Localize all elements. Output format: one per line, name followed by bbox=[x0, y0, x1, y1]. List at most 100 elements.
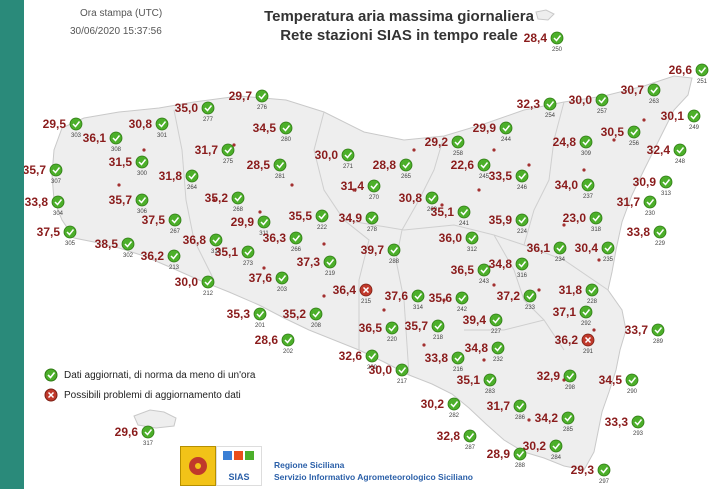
ok-station-icon[interactable] bbox=[365, 211, 379, 225]
station-marker[interactable]: 32,4 248 bbox=[647, 143, 687, 165]
ok-station-icon[interactable] bbox=[155, 117, 169, 131]
ok-station-icon[interactable] bbox=[550, 31, 564, 45]
ok-station-icon[interactable] bbox=[168, 213, 182, 227]
station-marker[interactable]: 22,6 245 bbox=[451, 158, 491, 180]
station-marker[interactable]: 34,5 280 bbox=[253, 121, 293, 143]
station-marker[interactable]: 31,7 230 bbox=[617, 195, 657, 217]
station-marker[interactable]: 35,1 283 bbox=[457, 373, 497, 395]
ok-station-icon[interactable] bbox=[253, 307, 267, 321]
station-marker[interactable]: 35,1 241 bbox=[431, 205, 471, 227]
ok-station-icon[interactable] bbox=[315, 209, 329, 223]
ok-station-icon[interactable] bbox=[651, 323, 665, 337]
station-marker[interactable]: 30,0 212 bbox=[175, 275, 215, 297]
station-marker[interactable]: 29,6 317 bbox=[115, 425, 155, 447]
ok-station-icon[interactable] bbox=[201, 101, 215, 115]
ok-station-icon[interactable] bbox=[477, 158, 491, 172]
station-marker[interactable]: 36,1 234 bbox=[527, 241, 567, 263]
station-marker[interactable]: 33,5 246 bbox=[489, 169, 529, 191]
ok-station-icon[interactable] bbox=[625, 373, 639, 387]
ok-station-icon[interactable] bbox=[695, 63, 709, 77]
station-marker[interactable]: 37,2 233 bbox=[497, 289, 537, 311]
ok-station-icon[interactable] bbox=[69, 117, 83, 131]
station-marker[interactable]: 34,5 290 bbox=[599, 373, 639, 395]
ok-station-icon[interactable] bbox=[201, 275, 215, 289]
ok-station-icon[interactable] bbox=[275, 271, 289, 285]
station-marker[interactable]: 30,4 235 bbox=[575, 241, 615, 263]
station-marker[interactable]: 29,7 276 bbox=[229, 89, 269, 111]
ok-station-icon[interactable] bbox=[209, 233, 223, 247]
station-marker[interactable]: 36,5 243 bbox=[451, 263, 491, 285]
ok-station-icon[interactable] bbox=[627, 125, 641, 139]
station-marker[interactable]: 35,9 224 bbox=[489, 213, 529, 235]
ok-station-icon[interactable] bbox=[513, 399, 527, 413]
station-marker[interactable]: 35,1 273 bbox=[215, 245, 255, 267]
station-marker[interactable]: 31,7 275 bbox=[195, 143, 235, 165]
ok-station-icon[interactable] bbox=[647, 83, 661, 97]
station-marker[interactable]: 30,8 301 bbox=[129, 117, 169, 139]
station-marker[interactable]: 32,6 209 bbox=[339, 349, 379, 371]
ok-station-icon[interactable] bbox=[585, 283, 599, 297]
station-marker[interactable]: 39,7 288 bbox=[361, 243, 401, 265]
ok-station-icon[interactable] bbox=[483, 373, 497, 387]
ok-station-icon[interactable] bbox=[323, 255, 337, 269]
ok-station-icon[interactable] bbox=[135, 155, 149, 169]
station-marker[interactable]: 34,2 285 bbox=[535, 411, 575, 433]
station-marker[interactable]: 29,9 311 bbox=[231, 215, 271, 237]
ok-station-icon[interactable] bbox=[477, 263, 491, 277]
station-marker[interactable]: 34,0 237 bbox=[555, 178, 595, 200]
station-marker[interactable]: 35,6 242 bbox=[429, 291, 469, 313]
station-marker[interactable]: 36,1 308 bbox=[83, 131, 123, 153]
ok-station-icon[interactable] bbox=[489, 313, 503, 327]
station-marker[interactable]: 39,4 227 bbox=[463, 313, 503, 335]
ok-station-icon[interactable] bbox=[515, 213, 529, 227]
ok-station-icon[interactable] bbox=[221, 143, 235, 157]
ok-station-icon[interactable] bbox=[341, 148, 355, 162]
ok-station-icon[interactable] bbox=[279, 121, 293, 135]
ok-station-icon[interactable] bbox=[185, 169, 199, 183]
station-marker[interactable]: 35,3 201 bbox=[227, 307, 267, 329]
station-marker[interactable]: 24,8 309 bbox=[553, 135, 593, 157]
ok-station-icon[interactable] bbox=[451, 135, 465, 149]
station-marker[interactable]: 28,5 281 bbox=[247, 158, 287, 180]
ok-station-icon[interactable] bbox=[553, 241, 567, 255]
station-marker[interactable]: 31,5 300 bbox=[109, 155, 149, 177]
ok-station-icon[interactable] bbox=[49, 163, 63, 177]
ok-station-icon[interactable] bbox=[581, 178, 595, 192]
ok-station-icon[interactable] bbox=[431, 319, 445, 333]
ok-station-icon[interactable] bbox=[309, 307, 323, 321]
ok-station-icon[interactable] bbox=[281, 333, 295, 347]
ok-station-icon[interactable] bbox=[643, 195, 657, 209]
ok-station-icon[interactable] bbox=[395, 363, 409, 377]
station-marker[interactable]: 29,2 258 bbox=[425, 135, 465, 157]
ok-station-icon[interactable] bbox=[465, 231, 479, 245]
ok-station-icon[interactable] bbox=[631, 415, 645, 429]
ok-station-icon[interactable] bbox=[241, 245, 255, 259]
ok-station-icon[interactable] bbox=[255, 89, 269, 103]
station-marker[interactable]: 32,9 298 bbox=[537, 369, 577, 391]
station-marker[interactable]: 36,2 291 bbox=[555, 333, 595, 355]
ok-station-icon[interactable] bbox=[447, 397, 461, 411]
station-marker[interactable]: 31,7 286 bbox=[487, 399, 527, 421]
station-marker[interactable]: 35,7 306 bbox=[109, 193, 149, 215]
ok-station-icon[interactable] bbox=[513, 447, 527, 461]
station-marker[interactable]: 31,8 264 bbox=[159, 169, 199, 191]
station-marker[interactable]: 31,4 270 bbox=[341, 179, 381, 201]
station-marker[interactable]: 34,8 316 bbox=[489, 257, 529, 279]
ok-station-icon[interactable] bbox=[515, 169, 529, 183]
station-marker[interactable]: 33,7 289 bbox=[625, 323, 665, 345]
station-marker[interactable]: 28,4 250 bbox=[524, 31, 564, 53]
station-marker[interactable]: 31,8 228 bbox=[559, 283, 599, 305]
station-marker[interactable]: 32,8 287 bbox=[437, 429, 477, 451]
station-marker[interactable]: 33,8 304 bbox=[25, 195, 65, 217]
station-marker[interactable]: 33,8 229 bbox=[627, 225, 667, 247]
station-marker[interactable]: 32,3 254 bbox=[517, 97, 557, 119]
ok-station-icon[interactable] bbox=[231, 191, 245, 205]
ok-station-icon[interactable] bbox=[595, 93, 609, 107]
ok-station-icon[interactable] bbox=[167, 249, 181, 263]
ok-station-icon[interactable] bbox=[563, 369, 577, 383]
station-marker[interactable]: 37,5 305 bbox=[37, 225, 77, 247]
ok-station-icon[interactable] bbox=[653, 225, 667, 239]
ok-station-icon[interactable] bbox=[463, 429, 477, 443]
ok-station-icon[interactable] bbox=[451, 351, 465, 365]
station-marker[interactable]: 34,8 232 bbox=[465, 341, 505, 363]
